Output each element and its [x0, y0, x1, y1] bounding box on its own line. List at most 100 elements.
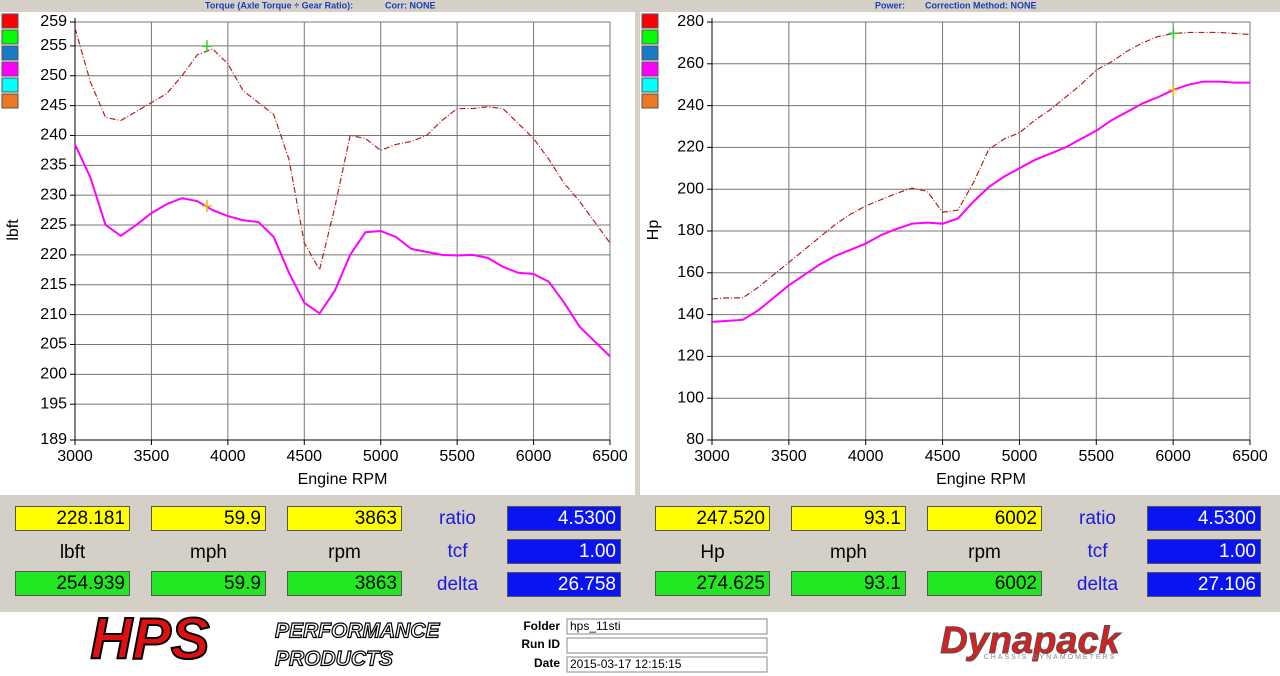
readout-value: 6002 — [927, 506, 1042, 531]
dynapack-logo: Dynapack — [940, 620, 1121, 662]
series-line — [711, 80, 1250, 323]
field-value: hps_11sti — [570, 619, 620, 633]
dynapack-sub: CHASSIS DYNAMOMETERS — [984, 654, 1117, 661]
x-tick-label: 6000 — [516, 448, 552, 465]
legend-swatch — [641, 13, 659, 29]
x-tick-label: 3000 — [57, 448, 93, 465]
y-tick-label: 259 — [40, 13, 67, 30]
readout-unit: rpm — [968, 542, 1001, 563]
x-tick-label: 6000 — [1155, 448, 1191, 465]
legend-swatch — [1, 29, 19, 45]
header-text: Corr: NONE — [385, 0, 436, 10]
x-axis-label: Engine RPM — [936, 471, 1026, 488]
x-tick-label: 6500 — [1232, 448, 1268, 465]
y-tick-label: 120 — [677, 348, 704, 365]
x-tick-label: 5000 — [363, 448, 399, 465]
readout-value: 3863 — [287, 506, 402, 531]
y-tick-label: 225 — [40, 216, 67, 233]
panel — [0, 12, 635, 495]
param-name: ratio — [439, 508, 476, 529]
readout-unit: Hp — [700, 542, 725, 563]
y-tick-label: 230 — [40, 186, 67, 203]
readout-value: 59.9 — [151, 571, 266, 596]
y-tick-label: 200 — [40, 366, 67, 383]
hps-logo: HPS — [90, 606, 210, 671]
x-tick-label: 5000 — [1002, 448, 1038, 465]
x-tick-label: 6500 — [592, 448, 628, 465]
y-tick-label: 240 — [40, 127, 67, 144]
y-tick-label: 200 — [677, 180, 704, 197]
x-tick-label: 4500 — [286, 448, 322, 465]
header-text: Correction Method: NONE — [925, 0, 1037, 10]
legend-swatch — [641, 93, 659, 109]
y-tick-label: 189 — [40, 431, 67, 448]
y-tick-label: 280 — [677, 13, 704, 30]
param-value: 1.00 — [1147, 539, 1261, 564]
y-tick-label: 100 — [677, 389, 704, 406]
readout-value: 228.181 — [15, 506, 130, 531]
y-tick-label: 210 — [40, 306, 67, 323]
y-tick-label: 180 — [677, 222, 704, 239]
readout-value: 93.1 — [791, 571, 906, 596]
x-tick-label: 3000 — [694, 448, 730, 465]
readout-unit: rpm — [328, 542, 361, 563]
param-value: 26.758 — [507, 572, 621, 597]
legend-swatch — [641, 29, 659, 45]
param-value: 4.5300 — [507, 506, 621, 531]
y-tick-label: 245 — [40, 97, 67, 114]
y-tick-label: 250 — [40, 67, 67, 84]
param-name: tcf — [447, 541, 468, 562]
field-box — [566, 656, 768, 673]
readout-value: 3863 — [287, 571, 402, 596]
field-box — [566, 637, 768, 654]
y-tick-label: 205 — [40, 336, 67, 353]
header-text: Power: — [875, 0, 905, 10]
x-tick-label: 4500 — [925, 448, 961, 465]
x-tick-label: 4000 — [210, 448, 246, 465]
header-bar — [0, 0, 1280, 12]
y-tick-label: 235 — [40, 157, 67, 174]
x-tick-label: 3500 — [771, 448, 807, 465]
param-name: ratio — [1079, 508, 1116, 529]
y-tick-label: 220 — [677, 139, 704, 156]
legend-swatch — [1, 77, 19, 93]
y-tick-label: 80 — [686, 431, 704, 448]
readout-value: 254.939 — [15, 571, 130, 596]
field-label: Folder — [523, 619, 560, 633]
y-tick-label: 255 — [40, 37, 67, 54]
legend-swatch — [1, 93, 19, 109]
series-line — [74, 143, 611, 358]
legend-swatch — [1, 45, 19, 61]
y-axis-label: lbft — [5, 219, 22, 241]
x-axis-label: Engine RPM — [298, 471, 388, 488]
readout-value: 6002 — [927, 571, 1042, 596]
y-tick-label: 215 — [40, 276, 67, 293]
readout-value: 247.520 — [655, 506, 770, 531]
readout-value: 274.625 — [655, 571, 770, 596]
x-tick-label: 4000 — [848, 448, 884, 465]
series-line — [711, 31, 1251, 300]
field-label: Run ID — [521, 637, 560, 651]
y-tick-label: 195 — [40, 395, 67, 412]
readout-unit: lbft — [59, 542, 86, 563]
param-value: 27.106 — [1147, 572, 1261, 597]
hps-text: PERFORMANCE — [275, 620, 440, 643]
readout-value: 59.9 — [151, 506, 266, 531]
readout-value: 93.1 — [791, 506, 906, 531]
y-tick-label: 220 — [40, 246, 67, 263]
legend-swatch — [1, 13, 19, 29]
field-box — [566, 618, 768, 635]
y-tick-label: 240 — [677, 97, 704, 114]
legend-swatch — [641, 61, 659, 77]
y-axis-label: Hp — [645, 220, 662, 241]
readout-unit: mph — [830, 542, 867, 563]
param-name: delta — [436, 574, 479, 595]
field-value: 2015-03-17 12:15:15 — [570, 657, 682, 671]
readout-unit: mph — [190, 542, 227, 563]
param-name: tcf — [1087, 541, 1108, 562]
legend-swatch — [641, 77, 659, 93]
series-line — [74, 27, 611, 272]
legend-swatch — [1, 61, 19, 77]
